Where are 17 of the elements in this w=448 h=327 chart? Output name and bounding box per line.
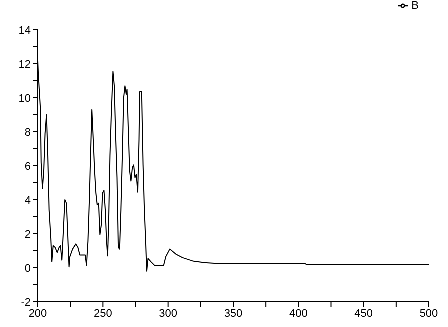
y-tick-label: 10 (18, 92, 31, 105)
y-tick-label: -2 (21, 296, 31, 309)
x-tick-label: 200 (28, 308, 48, 320)
x-tick-label: 450 (354, 308, 374, 320)
y-tick-label: 12 (18, 58, 31, 71)
y-tick-label: 8 (24, 126, 31, 139)
y-tick-label: 6 (24, 160, 31, 173)
y-tick-label: 0 (24, 262, 31, 275)
y-tick-label: 2 (24, 228, 31, 241)
y-tick-label: 14 (18, 24, 31, 37)
y-tick-label: 4 (24, 194, 31, 207)
x-tick-label: 300 (159, 308, 178, 320)
legend-label: B (412, 0, 419, 12)
x-tick-label: 400 (289, 308, 308, 320)
x-tick-label: 500 (420, 308, 438, 320)
x-tick-label: 250 (94, 308, 112, 320)
x-tick-label: 350 (224, 308, 243, 320)
